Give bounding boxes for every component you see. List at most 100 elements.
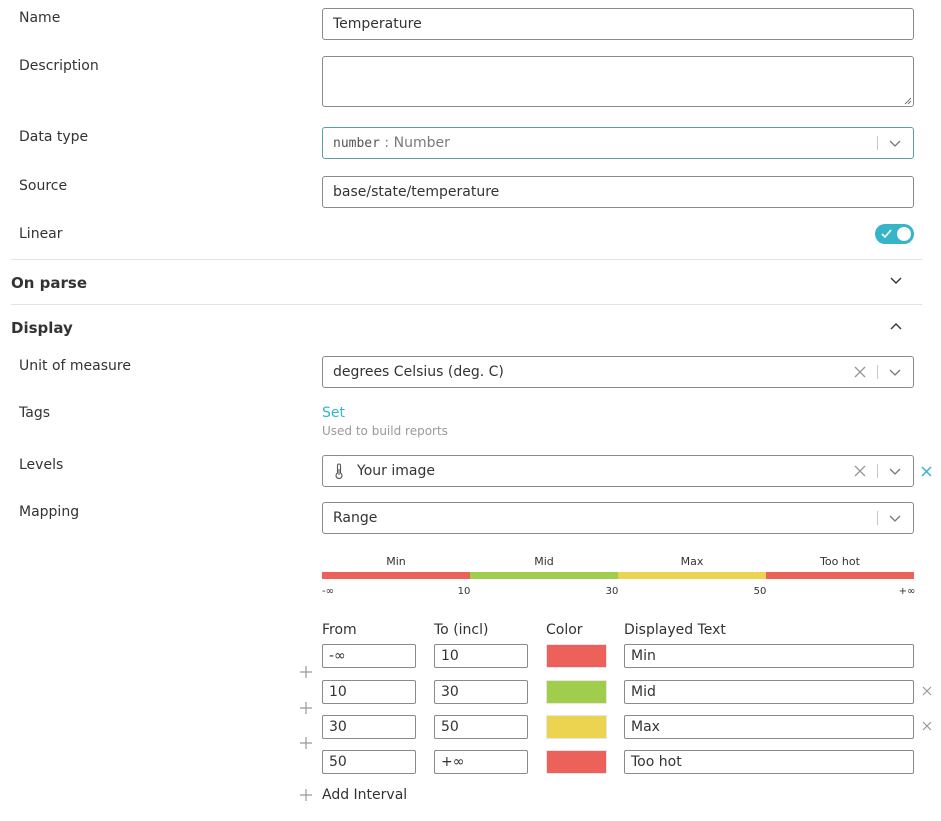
interval-from-input[interactable]: 50 [322,750,416,774]
data-type-text: Number [393,135,450,151]
clear-icon[interactable] [853,464,867,478]
interval-to-input[interactable]: 10 [434,644,528,668]
select-separator [877,464,878,478]
range-segment-label: Mid [534,555,554,568]
interval-text-value: Min [631,648,656,664]
source-input[interactable]: base/state/temperature [322,176,914,208]
section-on-parse[interactable]: On parse [11,274,88,292]
name-input-value: Temperature [333,16,422,32]
levels-dropdown-toggle[interactable] [877,456,913,486]
mapping-label: Mapping [19,504,80,520]
interval-text-value: Max [631,719,660,735]
interval-color-swatch[interactable] [546,715,607,739]
mapping-select[interactable]: Range [322,502,914,534]
source-input-value: base/state/temperature [333,184,500,200]
col-header-color: Color [546,622,583,638]
data-type-separator: : [379,135,394,151]
interval-color-swatch[interactable] [546,644,607,668]
interval-to-input[interactable]: +∞ [434,750,528,774]
interval-text-value: Too hot [631,754,682,770]
range-tick: -∞ [322,586,334,597]
data-type-select[interactable]: number : Number [322,127,914,159]
chevron-down-icon [889,369,901,376]
remove-levels-icon[interactable] [920,465,933,478]
interval-text-input[interactable]: Mid [624,680,914,704]
range-tick: 10 [457,586,471,597]
data-type-code: number [333,136,380,151]
tags-label: Tags [19,405,50,421]
interval-to-input[interactable]: 50 [434,715,528,739]
levels-value: Your image [357,463,435,479]
unit-select[interactable]: degrees Celsius (deg. C) [322,356,914,388]
divider [11,304,922,305]
remove-interval-icon[interactable] [921,685,933,697]
chevron-down-icon [889,140,901,147]
linear-label: Linear [19,226,63,242]
interval-text-input[interactable]: Min [624,644,914,668]
clear-icon[interactable] [853,365,867,379]
section-display[interactable]: Display [11,319,73,337]
name-label: Name [19,10,61,26]
add-icon[interactable] [299,788,313,802]
interval-to-input[interactable]: 30 [434,680,528,704]
interval-from-value: 30 [329,719,347,735]
unit-label: Unit of measure [19,358,131,374]
col-header-text: Displayed Text [624,622,726,638]
interval-from-input[interactable]: -∞ [322,644,416,668]
range-tick: +∞ [898,586,916,597]
col-header-to: To (incl) [434,622,489,638]
unit-dropdown-toggle[interactable] [877,357,913,387]
data-type-label: Data type [19,129,89,145]
interval-text-input[interactable]: Max [624,715,914,739]
interval-from-value: 50 [329,754,347,770]
chevron-up-icon[interactable] [889,321,903,331]
interval-to-value: +∞ [441,754,465,770]
mapping-dropdown-toggle[interactable] [877,503,913,533]
range-segment-label: Too hot [820,555,860,568]
insert-interval-icon[interactable] [299,736,313,750]
description-textarea[interactable] [322,56,914,107]
divider [11,259,922,260]
add-interval-button[interactable]: Add Interval [322,787,408,803]
data-type-value: number : Number [333,135,450,151]
range-segment [322,572,470,579]
tags-hint: Used to build reports [322,424,448,438]
interval-text-input[interactable]: Too hot [624,750,914,774]
toggle-knob [897,227,911,241]
linear-toggle[interactable] [875,224,914,244]
range-segment-label: Max [680,555,704,568]
name-input[interactable]: Temperature [322,8,914,40]
chevron-down-icon[interactable] [889,276,903,286]
range-tick: 30 [605,586,619,597]
chevron-down-icon [889,468,901,475]
remove-interval-icon[interactable] [921,720,933,732]
check-icon [881,229,892,239]
levels-select[interactable]: Your image [322,455,914,487]
range-segment [618,572,766,579]
col-header-from: From [322,622,357,638]
resize-handle-icon[interactable] [903,96,912,105]
data-type-dropdown-toggle[interactable] [877,128,913,158]
source-label: Source [19,178,68,194]
interval-color-swatch[interactable] [546,680,607,704]
insert-interval-icon[interactable] [299,701,313,715]
interval-to-value: 30 [441,684,459,700]
select-separator [877,365,878,379]
interval-from-value: -∞ [329,648,346,664]
interval-from-input[interactable]: 30 [322,715,416,739]
insert-interval-icon[interactable] [299,665,313,679]
interval-from-input[interactable]: 10 [322,680,416,704]
range-segment [766,572,914,579]
thermometer-icon [335,463,343,480]
range-segment [470,572,618,579]
tags-set-link[interactable]: Set [322,405,345,421]
interval-to-value: 10 [441,648,459,664]
levels-label: Levels [19,457,64,473]
description-label: Description [19,58,99,74]
select-separator [877,136,878,150]
interval-from-value: 10 [329,684,347,700]
chevron-down-icon [889,515,901,522]
range-tick: 50 [753,586,767,597]
interval-color-swatch[interactable] [546,750,607,774]
mapping-value: Range [333,510,378,526]
